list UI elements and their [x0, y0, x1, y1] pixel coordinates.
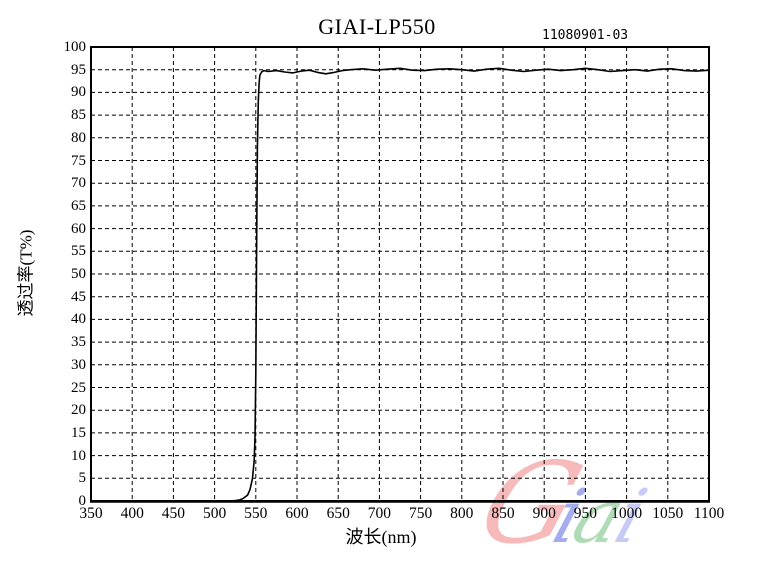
y-tick-label: 5 — [78, 470, 87, 487]
x-tick-label: 450 — [161, 505, 186, 522]
x-tick-label: 900 — [532, 505, 556, 522]
x-tick-label: 350 — [79, 505, 103, 522]
y-tick-label: 90 — [71, 84, 86, 101]
y-tick-label: 80 — [71, 129, 86, 146]
x-tick-label: 800 — [450, 505, 474, 522]
y-tick-label: 85 — [71, 107, 86, 124]
x-tick-label: 950 — [573, 505, 598, 522]
x-tick-label: 500 — [202, 505, 227, 522]
y-tick-label: 65 — [71, 197, 86, 214]
x-axis-label: 波长(nm) — [345, 527, 417, 547]
x-tick-label: 650 — [326, 505, 350, 522]
y-axis-label: 透过率(T%) — [16, 229, 36, 317]
chart-title: GIAI-LP550 — [318, 14, 436, 39]
y-tick-label: 70 — [71, 175, 86, 192]
lot-number-annotation: 11080901-03 — [542, 28, 629, 43]
y-tick-label: 100 — [63, 39, 87, 55]
y-tick-label: 30 — [71, 356, 86, 373]
x-tick-label: 600 — [285, 505, 309, 522]
x-tick-label: 700 — [367, 505, 392, 522]
y-tick-label: 10 — [71, 447, 86, 464]
y-tick-label: 0 — [78, 493, 87, 509]
y-tick-label: 60 — [71, 220, 86, 237]
y-tick-label: 35 — [71, 334, 86, 351]
y-tick-label: 25 — [71, 379, 86, 396]
x-tick-label: 1000 — [611, 505, 643, 522]
y-tick-label: 95 — [71, 61, 86, 78]
x-tick-label: 550 — [244, 505, 268, 522]
y-tick-label: 40 — [71, 311, 86, 328]
x-tick-label: 750 — [408, 505, 433, 522]
x-tick-label: 1050 — [652, 505, 684, 522]
y-tick-label: 55 — [71, 243, 86, 260]
y-tick-label: 50 — [71, 266, 86, 282]
y-tick-label: 15 — [71, 424, 86, 441]
y-tick-label: 20 — [71, 402, 86, 419]
x-tick-label: 400 — [120, 505, 144, 522]
y-tick-label: 45 — [71, 288, 86, 305]
x-tick-label: 1100 — [693, 505, 725, 522]
y-tick-label: 75 — [71, 152, 86, 169]
x-tick-label: 850 — [491, 505, 515, 522]
